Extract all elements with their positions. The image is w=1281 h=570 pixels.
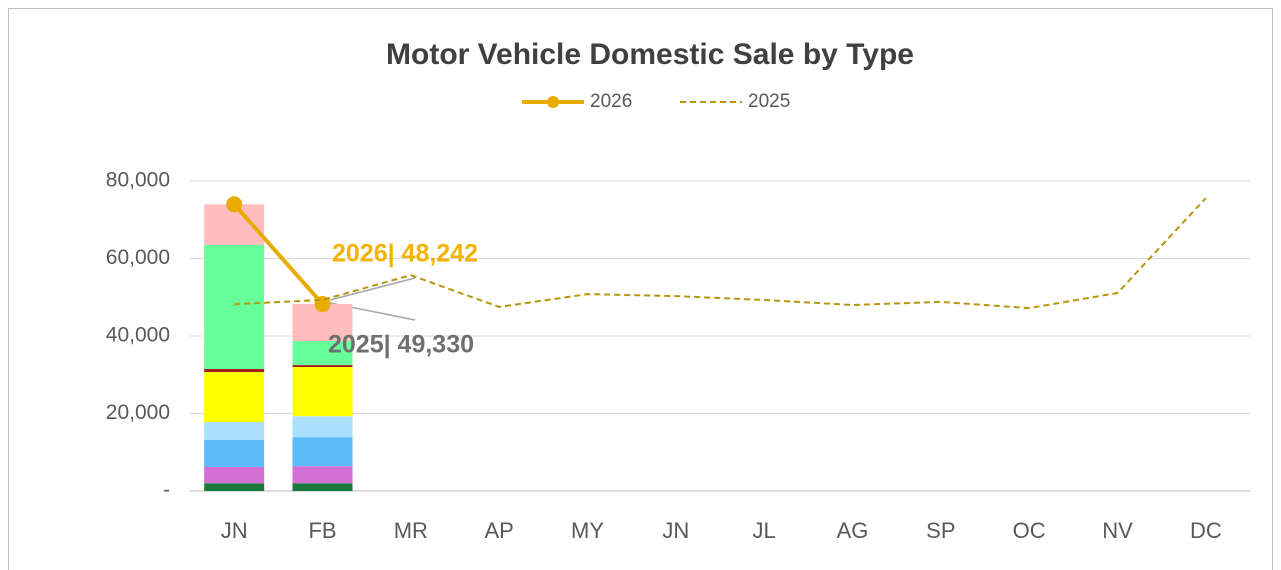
bar-segment	[204, 422, 265, 440]
x-tick-label: OC	[1013, 518, 1046, 543]
x-tick-label: NV	[1102, 518, 1133, 543]
x-tick-label: FB	[308, 518, 336, 543]
bar-segment	[204, 244, 265, 369]
annotation: 2026| 48,242	[332, 240, 478, 268]
line-marker	[226, 196, 243, 213]
line-series	[234, 197, 1207, 310]
x-tick-label: AP	[484, 518, 513, 543]
x-tick-label: MY	[571, 518, 604, 543]
chart-frame	[8, 8, 1273, 570]
legend-label: 2026	[590, 91, 632, 112]
bar-segment	[204, 372, 265, 423]
x-tick-label: JN	[221, 518, 248, 543]
bar-segment	[292, 437, 353, 467]
y-tick-label: 20,000	[106, 401, 170, 424]
bar-segment	[292, 416, 353, 438]
bar-segment	[292, 365, 353, 367]
leader-line	[329, 277, 416, 301]
y-tick-label: -	[163, 479, 170, 502]
x-tick-label: DC	[1190, 518, 1222, 543]
bar-segment	[204, 466, 265, 484]
x-tick-label: JL	[753, 518, 776, 543]
legend-marker	[547, 96, 559, 108]
x-tick-label: MR	[394, 518, 428, 543]
y-tick-label: 60,000	[106, 246, 170, 269]
line-series	[232, 202, 324, 306]
chart-title: Motor Vehicle Domestic Sale by Type	[386, 38, 914, 71]
bar-segment	[292, 367, 353, 417]
x-tick-label: SP	[926, 518, 955, 543]
bar-segment	[292, 341, 353, 366]
bar-segment	[204, 483, 265, 491]
legend-label: 2025	[748, 91, 790, 112]
y-tick-label: 40,000	[106, 324, 170, 347]
annotation: 2025| 49,330	[328, 331, 474, 359]
x-tick-label: AG	[837, 518, 869, 543]
y-tick-label: 80,000	[106, 169, 170, 192]
bar-segment	[204, 368, 265, 373]
bar-segment	[292, 483, 353, 491]
bar-segment	[292, 466, 353, 484]
bar-segment	[204, 439, 265, 467]
x-tick-label: JN	[662, 518, 689, 543]
